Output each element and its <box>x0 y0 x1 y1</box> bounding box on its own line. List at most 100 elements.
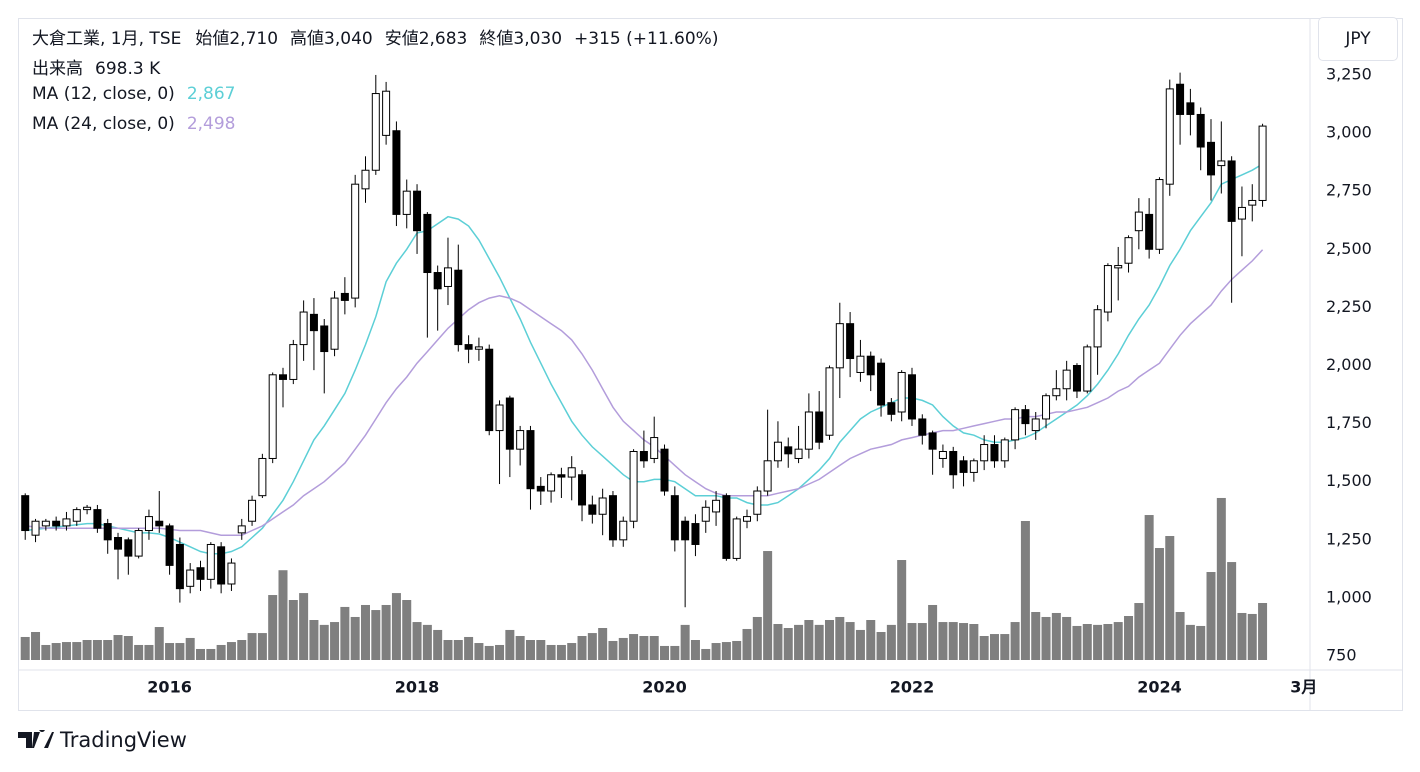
volume-bar <box>92 640 102 660</box>
candle-body <box>21 495 30 532</box>
x-tick-label: 2022 <box>890 678 935 697</box>
y-tick-label: 1,250 <box>1326 529 1372 548</box>
volume-bar <box>371 610 381 660</box>
candle-body <box>753 490 762 515</box>
candle-body <box>320 325 329 353</box>
volume-bar <box>835 616 845 660</box>
volume-bar <box>1062 616 1072 660</box>
candle-body <box>691 523 700 545</box>
volume-bar <box>711 643 721 660</box>
volume-bar <box>1113 622 1123 660</box>
volume-bar <box>123 636 133 660</box>
candle-body <box>1124 237 1133 264</box>
volume-bar <box>237 640 247 660</box>
volume-bar <box>206 648 216 660</box>
x-tick-label: 2024 <box>1137 678 1182 697</box>
label: MA (12, close, 0) <box>32 84 175 104</box>
volume-bar <box>72 642 82 660</box>
volume-bar <box>804 620 814 660</box>
value: 2,867 <box>186 84 236 104</box>
candle-body <box>268 374 277 459</box>
candle-body <box>773 441 782 462</box>
volume-bar <box>598 628 608 660</box>
candle-body <box>1258 125 1267 201</box>
volume-bar <box>670 645 680 660</box>
volume-bar <box>464 636 474 660</box>
volume-bar <box>226 642 236 660</box>
brand-logo <box>18 730 54 748</box>
volume-bar <box>257 633 267 660</box>
candle-body <box>423 213 432 274</box>
volume-bar <box>247 633 257 660</box>
volume-bar <box>917 623 927 660</box>
volume-bar <box>20 636 30 660</box>
volume-bar <box>1258 603 1268 660</box>
volume-bar <box>794 624 804 660</box>
volume <box>20 497 1268 660</box>
volume-bar <box>216 644 226 660</box>
candle-body <box>402 190 411 215</box>
candle-body <box>907 374 916 420</box>
x-tick-label: 3月 <box>1290 678 1317 697</box>
volume-bar <box>721 642 731 660</box>
volume-bar <box>288 600 298 660</box>
volume-bar <box>1051 612 1061 660</box>
candle-body <box>330 297 339 350</box>
candle-body <box>1072 364 1081 392</box>
volume-bar <box>1247 613 1257 660</box>
value: 2,710 <box>229 29 279 49</box>
volume-bar <box>103 640 113 660</box>
candle-body <box>93 509 102 529</box>
candle-body <box>1114 265 1123 269</box>
volume-bar <box>196 648 206 660</box>
axes: 750 1,000 1,250 1,500 1,750 2,000 2,250 2,500 2,… <box>147 64 1372 696</box>
candle-body <box>485 348 494 432</box>
candle-body <box>31 520 40 536</box>
volume-bar <box>484 645 494 660</box>
volume-bar <box>278 570 288 660</box>
candle-body <box>536 485 545 492</box>
volume-bar <box>1185 624 1195 660</box>
candle-body <box>309 313 318 332</box>
value: 2,683 <box>418 29 468 49</box>
candle-body <box>361 169 370 190</box>
candle-body <box>784 446 793 455</box>
volume-bar <box>330 622 340 660</box>
candle-body <box>897 371 906 413</box>
volume-bar <box>959 623 969 660</box>
candle-body <box>887 402 896 415</box>
candle-body <box>918 418 927 436</box>
candle-body <box>1062 369 1071 390</box>
candle-body <box>722 495 731 559</box>
volume-bar <box>876 632 886 660</box>
volume-bar <box>928 604 938 660</box>
label: MA (24, close, 0) <box>32 114 175 134</box>
currency-button[interactable]: JPY <box>1318 17 1398 61</box>
y-tick-label: 3,250 <box>1326 64 1372 83</box>
candle-body <box>495 404 504 432</box>
volume-bar <box>752 616 762 660</box>
volume-bar <box>1103 624 1113 660</box>
volume-bar <box>31 632 41 660</box>
candle-body <box>1217 160 1226 167</box>
label: 高値 <box>290 29 325 49</box>
volume-bar <box>639 636 649 660</box>
candle-body <box>1155 179 1164 250</box>
volume-bar <box>144 644 154 660</box>
volume-bar <box>41 644 51 660</box>
candle-body <box>1248 199 1257 206</box>
candle-body <box>557 474 566 478</box>
candle-body <box>732 518 741 559</box>
change: +315 (+11.60%) <box>574 29 719 49</box>
volume-bar <box>453 640 463 660</box>
frame <box>18 18 1403 711</box>
volume-bar <box>360 604 370 660</box>
volume-bar <box>567 643 577 660</box>
volume-bar <box>268 595 278 660</box>
volume-bar <box>61 642 71 660</box>
volume-bar <box>649 636 659 660</box>
brand: TradingView <box>18 728 187 752</box>
candle-body <box>567 467 576 478</box>
x-tick-label: 2018 <box>395 678 440 697</box>
volume-bar <box>577 636 587 660</box>
